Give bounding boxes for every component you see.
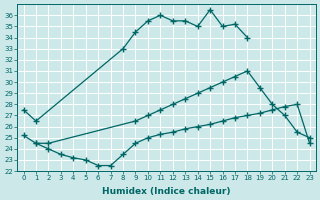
X-axis label: Humidex (Indice chaleur): Humidex (Indice chaleur) [102,187,231,196]
